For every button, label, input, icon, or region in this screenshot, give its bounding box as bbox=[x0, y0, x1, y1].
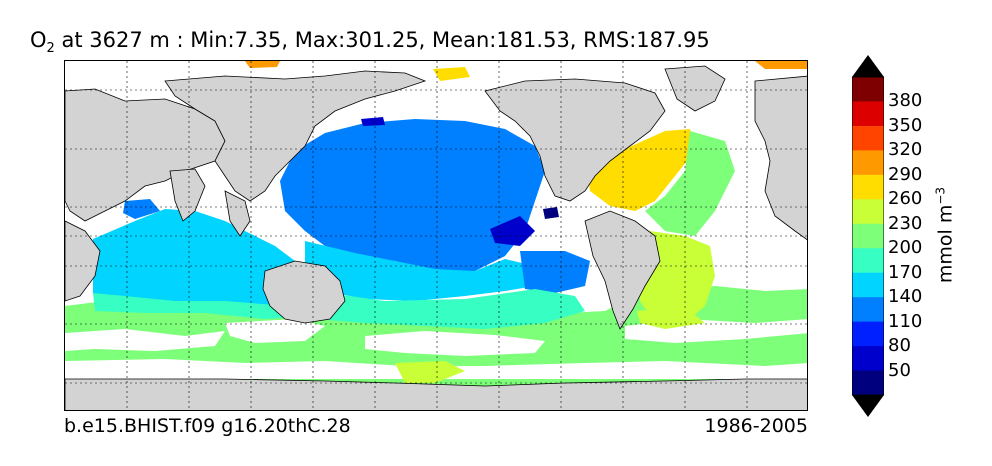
east-pacific-low-field bbox=[490, 216, 535, 246]
period-label: 1986-2005 bbox=[704, 415, 808, 437]
colorbar-tick-label: 380 bbox=[888, 90, 923, 112]
colorbar-segment bbox=[852, 174, 884, 200]
north-atlantic-field bbox=[587, 129, 695, 211]
colorbar-segment bbox=[852, 321, 884, 347]
colorbar-tick-label: 80 bbox=[888, 335, 911, 357]
colorbar-units: mmol m−3 bbox=[933, 175, 956, 295]
colorbar-tick-label: 170 bbox=[888, 261, 923, 283]
map-panel bbox=[64, 60, 808, 411]
gulf-low-field bbox=[543, 207, 559, 219]
map-title: O2 at 3627 m : Min:7.35, Max:301.25, Mea… bbox=[30, 28, 710, 56]
colorbar-outline bbox=[852, 76, 884, 396]
colorbar bbox=[852, 55, 884, 417]
colorbar-segment bbox=[852, 223, 884, 249]
case-label: b.e15.BHIST.f09 g16.20thC.28 bbox=[64, 415, 351, 437]
colorbar-segment bbox=[852, 150, 884, 176]
title-variable-subscript: 2 bbox=[46, 41, 55, 57]
colorbar-segment bbox=[852, 346, 884, 372]
india-landmass bbox=[169, 168, 206, 222]
se-asia-landmass bbox=[224, 190, 251, 237]
north-america-landmass bbox=[484, 78, 666, 202]
colorbar-tick-label: 50 bbox=[888, 359, 911, 381]
europe-africa-east-landmass bbox=[754, 75, 807, 241]
tropical-pacific-field bbox=[305, 241, 535, 301]
south-america-landmass bbox=[584, 210, 661, 330]
weddell-field bbox=[395, 361, 465, 383]
colorbar-max-arrow bbox=[852, 55, 884, 77]
units-base: mmol m bbox=[934, 204, 957, 284]
colorbar-tick-label: 110 bbox=[888, 310, 923, 332]
title-variable: O bbox=[30, 28, 47, 52]
colorbar-tick-label: 230 bbox=[888, 212, 923, 234]
southern-ocean-gap bbox=[365, 331, 545, 356]
south-pacific-field bbox=[520, 251, 590, 293]
colorbar-tick-label: 350 bbox=[888, 114, 923, 136]
title-stats: at 3627 m : Min:7.35, Max:301.25, Mean:1… bbox=[54, 28, 710, 52]
arctic-orange-field bbox=[245, 61, 280, 68]
colorbar-segment bbox=[852, 101, 884, 127]
colorbar-tick-label: 320 bbox=[888, 139, 923, 161]
colorbar-segment bbox=[852, 248, 884, 274]
southern-ocean-gap bbox=[65, 329, 225, 351]
colorbar-segment bbox=[852, 272, 884, 298]
south-pacific-south-field bbox=[315, 289, 585, 329]
southern-ocean-gap bbox=[225, 319, 325, 343]
colorbar-tick-label: 200 bbox=[888, 237, 923, 259]
aleutian-low-field bbox=[361, 117, 385, 126]
colorbar-segment bbox=[852, 125, 884, 151]
colorbar-segment bbox=[852, 199, 884, 225]
colorbar-segment bbox=[852, 77, 884, 102]
colorbar-min-arrow bbox=[852, 395, 884, 417]
arctic-atlantic-field bbox=[433, 67, 470, 81]
gridlines bbox=[65, 61, 807, 410]
colorbar-segment bbox=[852, 370, 884, 396]
north-pacific-field bbox=[280, 119, 545, 271]
units-exponent: −3 bbox=[933, 186, 948, 205]
colorbar-tick-label: 290 bbox=[888, 163, 923, 185]
colorbar-tick-label: 140 bbox=[888, 286, 923, 308]
australia-landmass bbox=[262, 260, 346, 324]
arabian-sea-field bbox=[123, 199, 160, 219]
atlantic-flank-field bbox=[645, 131, 735, 236]
indian-ocean-south-field bbox=[93, 293, 315, 319]
greenland-landmass bbox=[664, 65, 726, 112]
asia-landmass bbox=[164, 70, 427, 202]
africa-south-landmass bbox=[65, 220, 101, 302]
colorbar-segments bbox=[852, 77, 884, 396]
arctic-orange-field bbox=[755, 61, 807, 69]
ocean-oxygen-map bbox=[65, 61, 807, 410]
land-masses bbox=[65, 65, 807, 410]
colorbar-tick-label: 260 bbox=[888, 188, 923, 210]
indian-ocean-field bbox=[93, 209, 310, 311]
colorbar-segment bbox=[852, 297, 884, 323]
